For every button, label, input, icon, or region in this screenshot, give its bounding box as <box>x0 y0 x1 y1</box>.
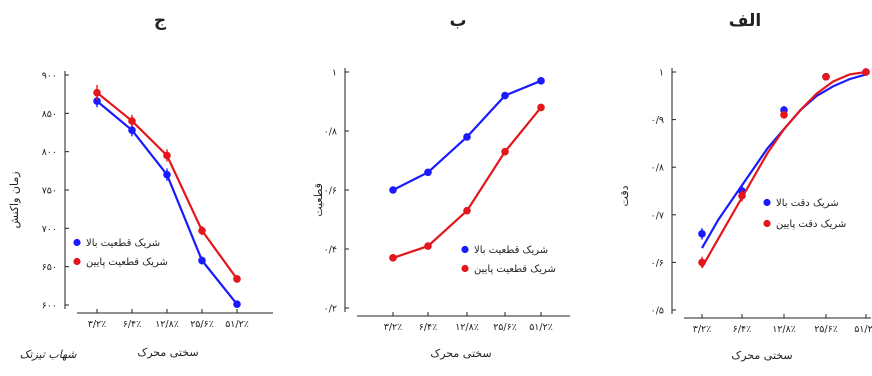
y-tick-label: ۰/۵ <box>651 306 664 317</box>
x-tick-label: ۲۵/۶٪ <box>493 322 517 333</box>
fit-curve <box>701 70 867 268</box>
panel-title: ب <box>449 11 466 31</box>
data-point <box>163 170 171 179</box>
series-line <box>96 91 238 280</box>
x-axis-label: سختی محرک <box>731 349 792 362</box>
x-axis-label: سختی محرک <box>430 347 491 360</box>
x-tick-label: ۳/۲٪ <box>88 319 107 330</box>
series-line <box>392 106 542 259</box>
y-axis-label: قطعیت <box>312 183 325 217</box>
legend-label: شریک قطعیت پایین <box>86 257 168 268</box>
y-tick-label: ۱ <box>659 68 664 79</box>
data-point <box>198 226 206 235</box>
data-point <box>738 191 746 200</box>
data-point <box>389 186 397 194</box>
y-tick-label: ۱ <box>332 68 337 79</box>
data-point <box>389 254 397 262</box>
y-axis-label: دقت <box>618 185 631 206</box>
legend: شریک قطعیت بالا شریک قطعیت پایین <box>461 245 556 275</box>
legend-label: شریک قطعیت پایین <box>474 264 556 275</box>
data-point <box>780 111 788 119</box>
y-tick-label: ۸۵۰ <box>42 109 57 120</box>
y-tick-label: ۰/۶ <box>651 258 664 269</box>
legend-marker <box>763 198 771 207</box>
y-tick-label: ۰/۴ <box>324 245 337 256</box>
panel-1: ج ۶۰۰ ۶۵۰ ۷۰۰ ۷۵۰ ۸۰۰ ۸۵۰ ۹۰۰ ۳/۲٪ ۶/۴٪ ۱۲/۸٪ ۲۵/۶٪… <box>8 11 273 359</box>
series-blue <box>389 77 545 194</box>
data-point <box>424 242 432 250</box>
legend: شریک دقت بالا شریک دقت پایین <box>763 198 846 230</box>
series-red <box>93 84 241 283</box>
x-tick-label: ۶/۴٪ <box>123 319 142 330</box>
x-tick-label: ۲۵/۶٪ <box>190 319 214 330</box>
y-tick-label: ۰/۹ <box>651 115 664 126</box>
data-point <box>537 103 545 112</box>
x-tick-label: ۳/۲٪ <box>693 324 712 335</box>
data-point <box>822 72 830 81</box>
legend-label: شریک قطعیت بالا <box>86 238 160 249</box>
data-point <box>463 133 471 141</box>
data-point <box>463 206 471 215</box>
panel-title: الف <box>729 11 761 31</box>
legend-marker <box>461 264 469 273</box>
data-point <box>128 126 136 134</box>
data-point <box>424 168 432 177</box>
legend-label: شریک قطعیت بالا <box>474 245 548 256</box>
data-point <box>128 117 136 125</box>
panel-3: الف ۰/۵ ۰/۶ ۰/۷ ۰/۸ ۰/۹ ۱ ۳/۲٪ ۶/۴٪ ۱۲/۸٪ ۲۵/۶٪ ۵۱/… <box>618 11 872 362</box>
x-tick-label: ۱۲/۸٪ <box>155 319 179 330</box>
series-red <box>389 103 545 262</box>
x-axis-label: سختی محرک <box>137 346 198 359</box>
data-point <box>501 91 509 100</box>
panel-2: ب ۰/۲ ۰/۴ ۰/۶ ۰/۸ ۱ ۳/۲٪ ۶/۴٪ ۱۲/۸٪ ۲۵/۶٪ ۵۱/۲٪ سخت… <box>312 11 570 360</box>
x-tick-label: ۵۱/۲٪ <box>225 319 249 330</box>
data-point <box>163 151 171 160</box>
data-point <box>198 256 206 265</box>
x-tick-label: ۵۱/۲٪ <box>854 324 872 335</box>
data-point <box>537 77 545 85</box>
y-tick-label: ۶۰۰ <box>42 301 57 312</box>
legend-marker <box>73 257 81 266</box>
y-tick-label: ۰/۷ <box>651 210 664 221</box>
x-tick-label: ۵۱/۲٪ <box>529 322 553 333</box>
x-tick-label: ۱۲/۸٪ <box>772 324 796 335</box>
y-tick-label: ۰/۶ <box>324 186 337 197</box>
y-tick-label: ۸۰۰ <box>42 147 57 158</box>
series-blue <box>93 94 241 309</box>
panel-title: ج <box>154 11 167 31</box>
data-point <box>93 97 101 105</box>
signature-mark: شهاب تیزتک <box>20 348 78 361</box>
x-tick-label: ۱۲/۸٪ <box>455 322 479 333</box>
data-point <box>233 300 241 309</box>
data-point <box>698 258 706 267</box>
legend-marker <box>73 238 81 247</box>
y-tick-label: ۷۰۰ <box>42 224 57 235</box>
legend-label: شریک دقت بالا <box>776 198 839 209</box>
data-point <box>862 68 870 76</box>
x-tick-label: ۳/۲٪ <box>384 322 403 333</box>
x-tick-label: ۶/۴٪ <box>733 324 752 335</box>
data-point <box>233 275 241 283</box>
series-red <box>698 68 870 269</box>
data-point <box>501 147 509 156</box>
y-tick-label: ۰/۲ <box>324 304 337 315</box>
y-tick-label: ۶۵۰ <box>42 262 57 273</box>
legend-marker <box>461 245 469 254</box>
data-point <box>93 88 101 97</box>
x-tick-label: ۶/۴٪ <box>419 322 438 333</box>
y-tick-label: ۰/۸ <box>324 127 337 138</box>
y-tick-label: ۰/۸ <box>651 163 664 174</box>
y-axis-label: زمان واکنش <box>8 171 21 228</box>
legend-label: شریک دقت پایین <box>776 219 846 230</box>
y-tick-label: ۷۵۰ <box>42 186 57 197</box>
legend-marker <box>763 219 771 228</box>
x-tick-label: ۲۵/۶٪ <box>814 324 838 335</box>
data-point <box>698 230 706 238</box>
legend: شریک قطعیت بالا شریک قطعیت پایین <box>73 238 168 268</box>
y-tick-label: ۹۰۰ <box>42 71 57 82</box>
series-line <box>96 100 238 305</box>
